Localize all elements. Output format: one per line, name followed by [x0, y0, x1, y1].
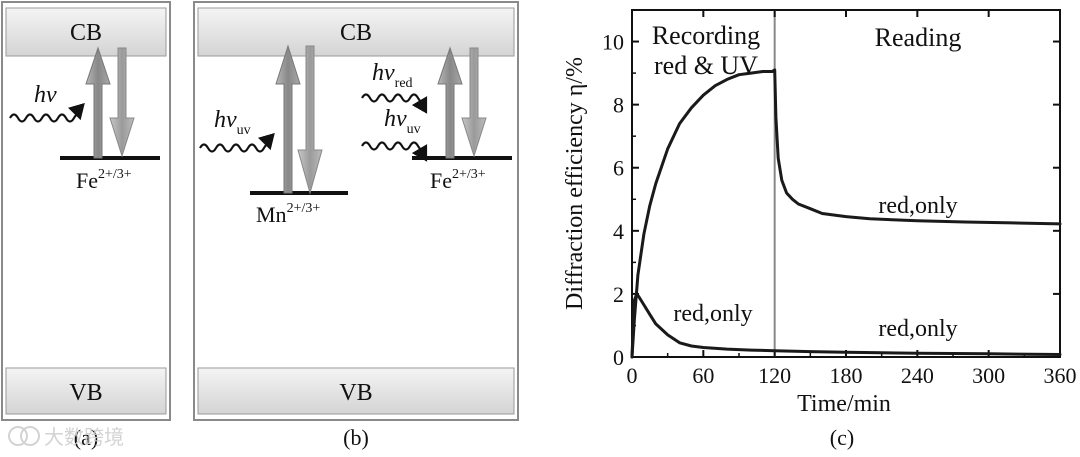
watermark: 大数跨境 — [8, 425, 124, 449]
x-tick-label: 360 — [1044, 363, 1077, 388]
conduction-band-a — [5, 7, 167, 57]
excitation-arrow-a — [85, 46, 111, 159]
y-tick-label: 10 — [602, 30, 624, 55]
y-tick-label: 0 — [613, 345, 624, 370]
x-tick-label: 180 — [830, 363, 863, 388]
conduction-band-b — [197, 7, 515, 57]
annotation-red-only-lower-left: red,only — [673, 301, 752, 327]
y-tick-label: 8 — [613, 93, 624, 118]
series-line-1 — [630, 68, 1062, 359]
fe-level-label-b: Fe2+/3+ — [430, 167, 486, 193]
panel-b: CB VB Mn2+/3+ hvuv Fe2+/3+ hvred hvuv (b… — [193, 1, 519, 450]
y-tick-label: 2 — [613, 282, 624, 307]
y-tick-label: 4 — [613, 219, 624, 244]
series-line-2 — [630, 292, 1062, 359]
panel-b-frame — [193, 1, 519, 421]
mn-level-label: Mn2+/3+ — [256, 201, 320, 227]
photon-label-a: hv — [34, 82, 57, 108]
recombination-arrow-mn — [297, 45, 323, 195]
watermark-logo-icon — [8, 426, 28, 446]
excitation-arrow-fe-b — [437, 46, 463, 159]
excitation-arrow-mn — [275, 44, 301, 194]
x-axis-label: Time/min — [797, 391, 891, 417]
y-tick-label: 6 — [613, 156, 624, 181]
y-axis-label: Diffraction efficiency η/% — [562, 57, 588, 310]
panel-a-frame — [1, 1, 171, 421]
phase-label-recording-line1: Recording — [652, 21, 760, 50]
valence-band-a — [5, 367, 167, 415]
panel-a: CB VB Fe2+/3+ hv (a) — [1, 1, 171, 450]
photon-uv2-label: hvuv — [384, 106, 421, 137]
photon-red-wave — [361, 93, 428, 114]
cb-label-a: CB — [70, 20, 102, 46]
annotation-red-only-lower-right: red,only — [878, 316, 957, 342]
x-tick-label: 240 — [901, 363, 934, 388]
x-tick-label: 120 — [758, 363, 791, 388]
panel-c-chart: 0 60 120 180 240 300 360 0 2 4 6 8 10 Time/min Diffrac… — [562, 9, 1077, 450]
annotation-red-only-upper: red,only — [878, 193, 957, 219]
photon-wave-a — [9, 102, 85, 123]
fe-level-label-a: Fe2+/3+ — [76, 167, 132, 193]
caption-c: (c) — [830, 425, 854, 450]
phase-label-reading: Reading — [875, 23, 962, 52]
x-tick-label: 0 — [627, 363, 638, 388]
x-tick-label: 60 — [692, 363, 714, 388]
vb-label-a: VB — [69, 380, 102, 406]
recombination-arrow-fe-b — [461, 47, 487, 158]
vb-label-b: VB — [339, 380, 372, 406]
photon-uv-wave — [199, 132, 275, 153]
photon-uv-label: hvuv — [214, 107, 251, 138]
caption-b: (b) — [343, 425, 369, 450]
recombination-arrow-a — [109, 47, 135, 158]
x-tick-label: 300 — [972, 363, 1005, 388]
photon-red-label: hvred — [372, 60, 413, 91]
watermark-text: 大数跨境 — [44, 425, 124, 449]
chart-layer: 0 60 120 180 240 300 360 0 2 4 6 8 10 Time/min Diffrac… — [562, 9, 1077, 417]
photon-uv2-wave — [361, 141, 428, 162]
valence-band-b — [197, 367, 515, 415]
phase-label-recording-line2: red & UV — [654, 51, 758, 80]
caption-a: (a) — [74, 425, 98, 450]
watermark-logo-icon-2 — [20, 426, 40, 446]
cb-label-b: CB — [340, 20, 372, 46]
